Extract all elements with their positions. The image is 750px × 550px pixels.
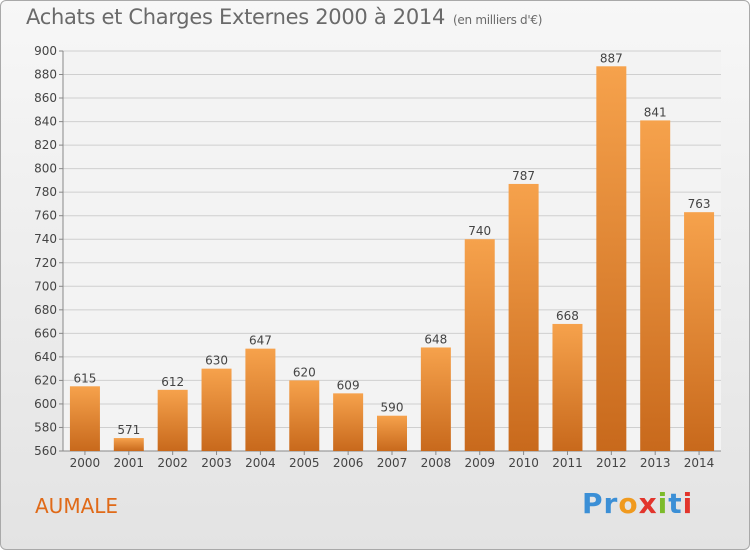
x-tick-label-2007: 2007: [377, 456, 408, 470]
data-label-2014: 763: [688, 197, 711, 211]
bar-2000: [69, 386, 100, 451]
y-tick-label: 640: [34, 350, 57, 364]
y-tick-label: 600: [34, 397, 57, 411]
bar-2006: [333, 393, 364, 451]
data-label-2006: 609: [337, 378, 360, 392]
chart-title-text: Achats et Charges Externes 2000 à 2014: [26, 5, 446, 29]
y-tick-label: 560: [34, 444, 57, 458]
data-label-2003: 630: [205, 354, 228, 368]
x-tick-label-2005: 2005: [289, 456, 320, 470]
x-tick-label-2003: 2003: [201, 456, 232, 470]
bar-2011: [552, 323, 583, 451]
x-tick-label-2014: 2014: [684, 456, 715, 470]
logo-letter: P: [582, 487, 604, 520]
y-tick-label: 820: [34, 138, 57, 152]
bar-2005: [289, 380, 320, 451]
bar-2013: [640, 120, 671, 451]
x-tick-label-2001: 2001: [114, 456, 145, 470]
y-tick-label: 840: [34, 115, 57, 129]
chart-unit: (en milliers d'€): [453, 13, 543, 27]
data-label-2010: 787: [512, 169, 535, 183]
y-tick-label: 860: [34, 91, 57, 105]
bar-2012: [596, 66, 627, 451]
y-tick-label: 780: [34, 185, 57, 199]
y-tick-label: 580: [34, 420, 57, 434]
x-tick-label-2013: 2013: [640, 456, 671, 470]
data-label-2005: 620: [293, 365, 316, 379]
y-tick-label: 740: [34, 232, 57, 246]
x-tick-label-2010: 2010: [508, 456, 539, 470]
y-tick-label: 700: [34, 279, 57, 293]
y-tick-label: 620: [34, 373, 57, 387]
bar-2002: [157, 389, 188, 451]
y-tick-label: 680: [34, 303, 57, 317]
town-name: AUMALE: [35, 494, 119, 518]
x-tick-label-2004: 2004: [245, 456, 276, 470]
bar-2009: [464, 239, 495, 451]
bar-2004: [245, 348, 276, 451]
x-tick-label-2011: 2011: [552, 456, 583, 470]
bar-2014: [684, 212, 715, 451]
bar-2008: [420, 347, 451, 451]
bar-2003: [201, 368, 232, 451]
x-tick-label-2012: 2012: [596, 456, 627, 470]
logo-letter: i: [657, 487, 669, 520]
bar-2007: [377, 415, 407, 451]
x-tick-label-2008: 2008: [421, 456, 452, 470]
x-tick-label-2009: 2009: [464, 456, 495, 470]
data-label-2012: 887: [600, 51, 623, 65]
logo-letter: x: [638, 487, 658, 520]
y-tick-label: 760: [34, 209, 57, 223]
data-label-2000: 615: [73, 371, 96, 385]
proxiti-logo: Proxiti: [582, 487, 693, 520]
data-label-2011: 668: [556, 309, 579, 323]
x-tick-label-2006: 2006: [333, 456, 364, 470]
logo-letter: r: [603, 487, 619, 520]
data-label-2009: 740: [468, 224, 491, 238]
x-tick-label-2000: 2000: [70, 456, 101, 470]
y-tick-label: 660: [34, 326, 57, 340]
bar-2010: [508, 183, 539, 452]
x-tick-label-2002: 2002: [157, 456, 188, 470]
data-label-2013: 841: [644, 105, 667, 119]
bar-2001: [113, 438, 144, 451]
data-label-2007: 590: [381, 401, 404, 415]
y-tick-label: 800: [34, 162, 57, 176]
data-label-2004: 647: [249, 334, 272, 348]
logo-letter: t: [668, 487, 683, 520]
data-label-2008: 648: [424, 332, 447, 346]
y-tick-label: 880: [34, 68, 57, 82]
logo-letter: i: [682, 487, 694, 520]
y-tick-label: 720: [34, 256, 57, 270]
chart-title: Achats et Charges Externes 2000 à 2014 (e…: [26, 5, 542, 29]
y-tick-label: 900: [34, 44, 57, 58]
data-label-2002: 612: [161, 375, 184, 389]
data-label-2001: 571: [117, 423, 140, 437]
logo-letter: o: [618, 487, 639, 520]
